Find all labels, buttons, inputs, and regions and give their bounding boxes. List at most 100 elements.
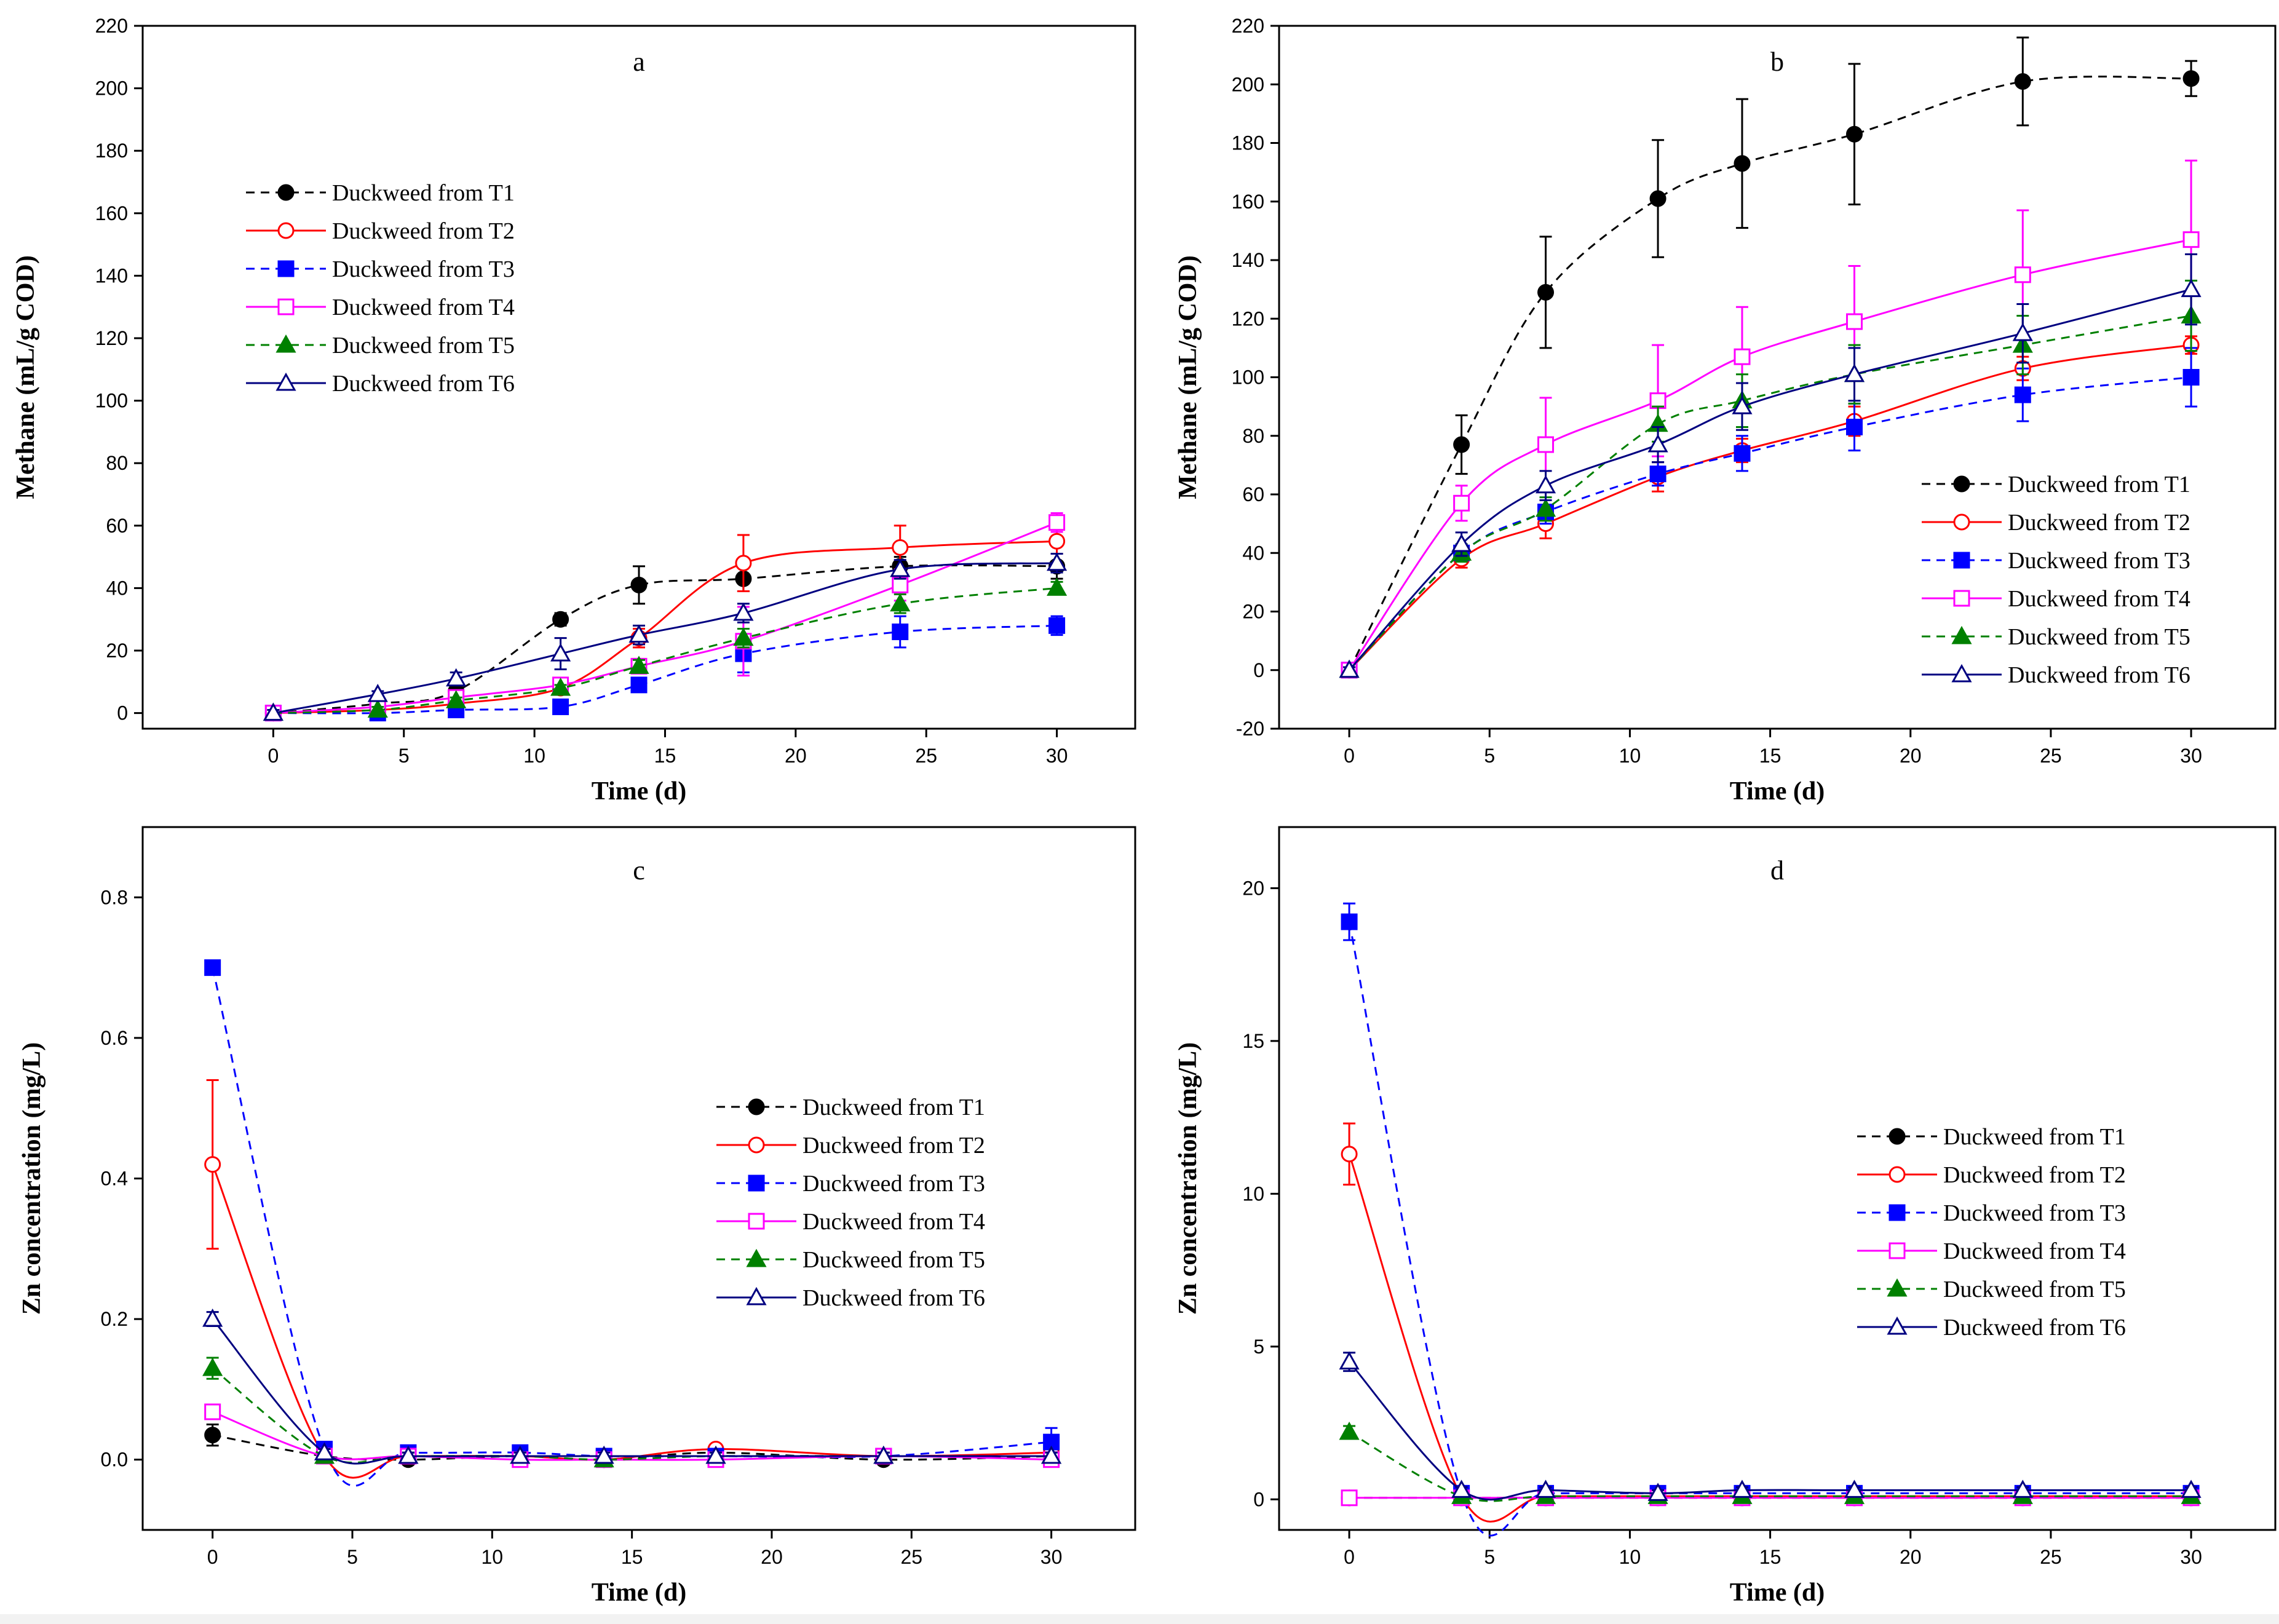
y-axis-label: Zn concentration (mg/L) [1174, 1042, 1202, 1315]
data-point [1844, 1479, 1865, 1498]
data-point [1537, 283, 1555, 301]
legend-marker [277, 184, 295, 201]
y-tick-label: 0.6 [101, 1027, 128, 1049]
data-point [550, 677, 571, 696]
panel-b: 0 5 10 15 20 25 30 -20 0 20 40 60 80 100 120 140 160 180 2… [1174, 15, 2277, 806]
data-point [1451, 1479, 1472, 1498]
legend-label: Duckweed from T1 [332, 180, 515, 206]
y-tick-label: 180 [1232, 132, 1264, 154]
y-tick-label: 0 [117, 702, 128, 724]
data-point [2014, 73, 2031, 90]
series-t6 [263, 552, 1068, 721]
legend-label: Duckweed from T1 [2008, 472, 2190, 497]
y-tick-label: 20 [1242, 877, 1264, 899]
y-tick-label: 120 [1232, 307, 1264, 330]
y-tick-label: 0 [1253, 1488, 1264, 1510]
x-tick-label: 20 [785, 745, 807, 767]
data-point [2014, 386, 2031, 403]
data-point [890, 593, 911, 612]
legend-marker [1953, 590, 1970, 607]
data-point [2181, 1479, 2202, 1498]
legend-label: Duckweed from T6 [1943, 1315, 2126, 1341]
x-tick-label: 0 [1344, 1546, 1355, 1568]
x-tick-label: 10 [1619, 1546, 1641, 1568]
panel-a: 0 5 10 15 20 25 30 0 20 40 60 80 100 120 140 160 180 200 2… [12, 15, 1136, 806]
legend-entry-t1: Duckweed from T1 [1857, 1124, 2126, 1150]
data-point [873, 1445, 894, 1464]
series-line [273, 624, 1057, 715]
legend-marker [1887, 1316, 1908, 1335]
data-point [1535, 498, 1556, 517]
x-tick-label: 20 [1900, 745, 1922, 767]
x-tick-label: 15 [1759, 1546, 1782, 1568]
legend-marker [1953, 513, 1970, 531]
legend-marker [1951, 625, 1972, 644]
y-tick-label: 40 [106, 577, 128, 599]
legend-label: Duckweed from T6 [803, 1285, 985, 1311]
y-tick-label: -20 [1236, 718, 1264, 740]
x-tick-label: 5 [1484, 745, 1495, 767]
x-axis-label: Time (d) [592, 777, 686, 806]
legend-label: Duckweed from T1 [1943, 1124, 2126, 1150]
series-t1 [1341, 36, 2200, 679]
plot-frame [1278, 25, 2277, 730]
series-line [273, 540, 1057, 715]
data-point [892, 576, 909, 593]
data-point [552, 698, 569, 715]
x-tick-label: 25 [2040, 745, 2062, 767]
y-tick-label: 180 [95, 140, 128, 162]
data-point [1649, 465, 1667, 483]
data-point [628, 624, 649, 643]
series-line [212, 1318, 1052, 1465]
y-tick-label: 40 [1242, 542, 1264, 564]
y-tick-label: 10 [1242, 1182, 1264, 1205]
legend-marker [746, 1248, 767, 1267]
series-t6 [1339, 1351, 2202, 1501]
y-tick-label: 160 [1232, 191, 1264, 213]
legend-label: Duckweed from T4 [2008, 586, 2190, 612]
y-tick-label: 0.0 [101, 1449, 128, 1471]
y-tick-label: 20 [1242, 601, 1264, 623]
plot-frame [1278, 826, 2277, 1531]
legend-label: Duckweed from T4 [1943, 1238, 2126, 1264]
legend-entry-t1: Duckweed from T1 [1922, 472, 2190, 497]
x-tick-label: 25 [900, 1546, 922, 1568]
data-point [1844, 363, 1865, 382]
series-t1 [264, 553, 1066, 722]
x-tick-label: 30 [2180, 745, 2202, 767]
legend-marker [277, 298, 295, 315]
x-tick-label: 10 [523, 745, 545, 767]
legend-entry-t5: Duckweed from T5 [1857, 1277, 2126, 1302]
x-tick-label: 20 [1900, 1546, 1922, 1568]
data-point [204, 1403, 221, 1420]
legend-entry-t1: Duckweed from T1 [716, 1095, 985, 1120]
data-point [446, 668, 467, 687]
data-point [1647, 1483, 1668, 1501]
y-tick-label: 140 [1232, 249, 1264, 271]
data-point [1047, 552, 1068, 571]
series-t6 [1339, 253, 2202, 678]
legend-marker [1889, 1128, 1906, 1145]
legend-label: Duckweed from T6 [332, 371, 515, 397]
data-point [1647, 434, 1668, 453]
data-point [1845, 125, 1863, 143]
data-point [1047, 577, 1068, 596]
legend-entry-t5: Duckweed from T5 [1922, 624, 2190, 650]
x-tick-label: 5 [347, 1546, 358, 1568]
y-tick-label: 200 [95, 77, 128, 100]
data-point [202, 1358, 223, 1376]
legend-marker [275, 372, 296, 391]
y-tick-label: 220 [95, 15, 128, 37]
data-point [2182, 369, 2200, 386]
data-point [1535, 475, 1556, 494]
series-line [1348, 1361, 2192, 1501]
data-point [1732, 396, 1753, 414]
series-line [273, 562, 1057, 715]
data-point [1537, 436, 1555, 453]
data-point [1341, 913, 1358, 930]
y-tick-label: 60 [106, 515, 128, 537]
legend-entry-t6: Duckweed from T6 [1922, 662, 2190, 688]
legend-label: Duckweed from T2 [1943, 1162, 2126, 1188]
data-point [628, 656, 649, 674]
